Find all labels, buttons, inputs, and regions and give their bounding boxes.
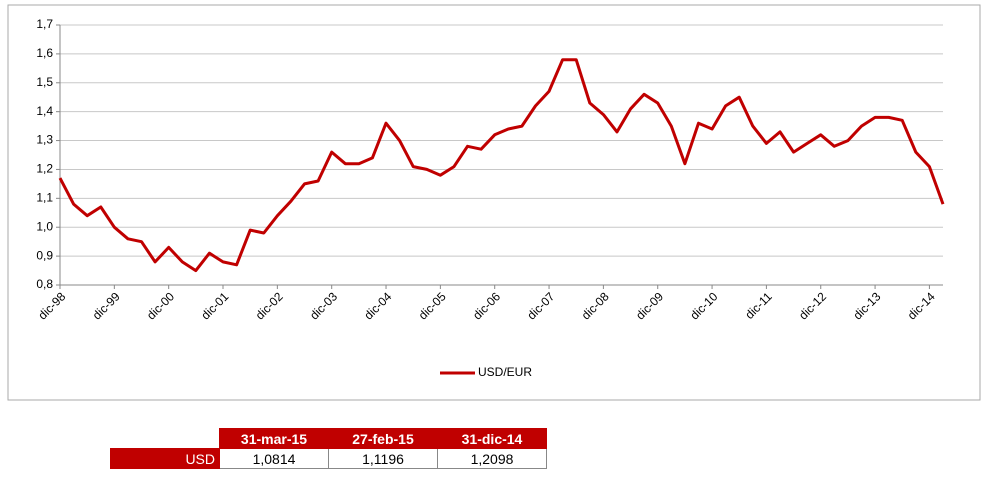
legend-label: USD/EUR xyxy=(478,365,532,379)
table-cell: 1,1196 xyxy=(328,448,438,469)
header-row: 31-mar-15 27-feb-15 31-dic-14 xyxy=(111,428,547,449)
table-cell: 31-mar-15 xyxy=(219,428,329,449)
table-cell: 1,0814 xyxy=(219,448,329,469)
rates-table: 31-mar-15 27-feb-15 31-dic-14 USD 1,0814 1,11… xyxy=(110,428,547,469)
y-tick-label: 0,9 xyxy=(36,248,53,262)
chart-frame xyxy=(7,4,981,401)
y-tick-label: 1,1 xyxy=(36,191,53,205)
spacer xyxy=(111,429,220,449)
table-cell: 27-feb-15 xyxy=(328,428,438,449)
y-tick-label: 1,4 xyxy=(36,104,53,118)
series-line xyxy=(58,58,945,273)
y-tick-label: 0,8 xyxy=(36,277,53,291)
table-cell: USD xyxy=(110,448,220,469)
table-cell: 1,2098 xyxy=(437,448,547,469)
y-tick-label: 1,5 xyxy=(36,75,53,89)
y-tick-label: 1,0 xyxy=(36,219,53,233)
y-tick-label: 1,6 xyxy=(36,46,53,60)
y-tick-label: 1,3 xyxy=(36,133,53,147)
y-tick-label: 1,2 xyxy=(36,162,53,176)
y-tick-label: 1,7 xyxy=(36,17,53,31)
table-cell: 31-dic-14 xyxy=(437,428,547,449)
data-row: USD 1,0814 1,1196 1,2098 xyxy=(110,448,547,469)
